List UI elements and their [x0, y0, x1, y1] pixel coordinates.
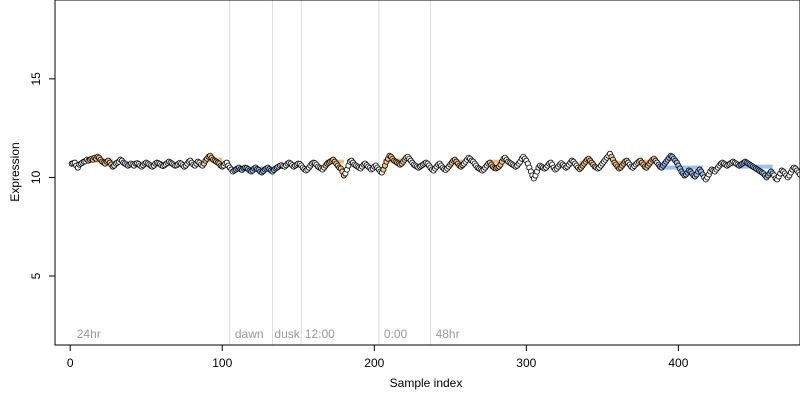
region-label: 12:00	[305, 327, 335, 341]
x-axis-tick-label: 300	[516, 356, 536, 370]
y-axis-tick-label: 10	[29, 170, 43, 184]
x-axis-tick-label: 0	[67, 356, 74, 370]
x-axis: 0 100 200 300 400	[67, 345, 689, 370]
region-label: dusk	[274, 327, 300, 341]
x-axis-title: Sample index	[390, 376, 463, 390]
region-label: 0:00	[384, 327, 408, 341]
x-axis-tick-label: 100	[212, 356, 232, 370]
points-layer	[68, 150, 800, 183]
region-label: dawn	[235, 327, 264, 341]
region-label: 24hr	[77, 327, 101, 341]
divider-layer	[229, 0, 432, 345]
plot-frame	[54, 0, 800, 346]
region-label-layer: 24hr dawn dusk 12:00 0:00 48hr	[77, 327, 460, 341]
y-axis-tick-label: 5	[29, 272, 43, 279]
data-point	[797, 171, 800, 178]
y-axis: 5 10 15	[29, 72, 55, 279]
region-label: 48hr	[436, 327, 460, 341]
x-axis-tick-label: 400	[668, 356, 688, 370]
y-axis-title: Expression	[8, 142, 22, 201]
x-axis-tick-label: 200	[364, 356, 384, 370]
y-axis-tick-label: 15	[29, 72, 43, 86]
